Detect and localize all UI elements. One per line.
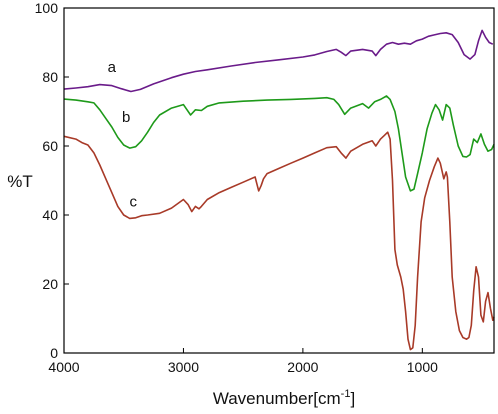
series-layer: [63, 29, 495, 351]
x-tick-label: 2000: [287, 359, 318, 375]
x-tick-label: 3000: [168, 359, 199, 375]
x-axis-title: Wavenumber[cm-1]: [213, 388, 355, 408]
x-axis-title-close: ]: [350, 389, 355, 408]
series-line-b: [63, 95, 495, 192]
x-axis-ticks: 4000 3000 2000 1000: [48, 348, 438, 375]
series-label-b: b: [122, 109, 130, 126]
series-line-a: [63, 29, 494, 93]
series-labels: a b c: [108, 59, 138, 211]
x-axis-title-main: Wavenumber[cm: [213, 389, 341, 408]
series-line-c: [63, 131, 495, 351]
x-axis-title-superscript: -1: [341, 388, 351, 400]
y-axis-title: %T: [7, 172, 33, 191]
y-axis-ticks: 0 20 40 60 80 100: [35, 0, 69, 361]
series-label-a: a: [108, 59, 117, 76]
x-tick-label: 4000: [48, 359, 79, 375]
y-tick-label: 60: [42, 138, 58, 154]
plot-frame: [63, 7, 495, 354]
y-tick-label: 100: [35, 0, 59, 16]
x-tick-label: 1000: [407, 359, 438, 375]
y-tick-label: 40: [42, 207, 58, 223]
series-label-c: c: [130, 193, 138, 210]
y-tick-label: 80: [42, 69, 58, 85]
y-tick-label: 20: [42, 276, 58, 292]
y-tick-label: 0: [50, 345, 58, 361]
